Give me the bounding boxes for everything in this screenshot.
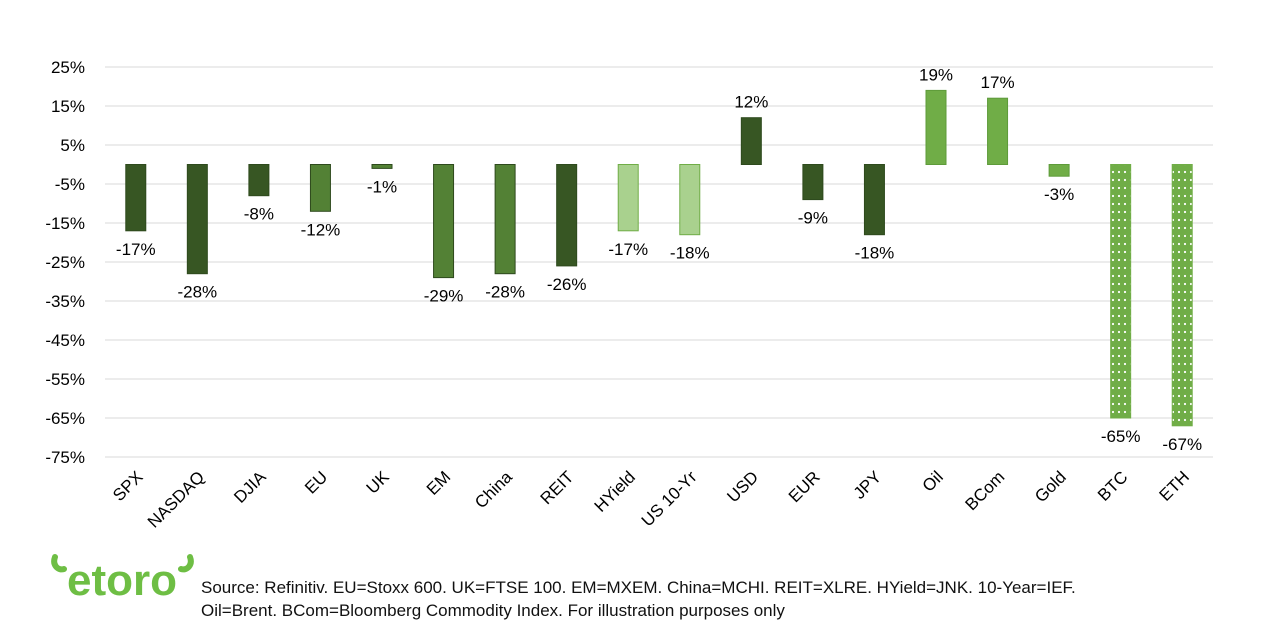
x-tick-label: ETH [1156, 467, 1193, 504]
bar-usd [740, 117, 762, 165]
x-tick-label: China [471, 467, 516, 512]
data-label: -8% [244, 205, 274, 224]
data-label: 17% [981, 73, 1015, 92]
data-label: -18% [855, 244, 895, 263]
bar-gold [1048, 164, 1070, 177]
y-tick-label: -45% [45, 331, 85, 350]
x-tick-label: EU [301, 467, 331, 497]
source-note: Source: Refinitiv. EU=Stoxx 600. UK=FTSE… [201, 576, 1271, 622]
data-label: -28% [485, 283, 525, 302]
x-tick-label: USD [723, 467, 762, 506]
y-tick-label: 25% [51, 58, 85, 77]
footer: etoro Source: Refinitiv. EU=Stoxx 600. U… [0, 545, 1277, 641]
y-axis-tick-labels: 25% 15% 5% -5% -15% -25% -35% -45% -55% -65% -75% [45, 58, 85, 467]
y-tick-label: -75% [45, 448, 85, 467]
x-tick-label: NASDAQ [144, 467, 208, 531]
etoro-logo: etoro [51, 554, 194, 605]
bar-hyield [617, 164, 639, 232]
data-label: -1% [367, 177, 397, 196]
data-label: -28% [177, 283, 217, 302]
bar-china [494, 164, 516, 275]
x-tick-label: Gold [1031, 467, 1070, 506]
data-labels: -17% -28% -8% -12% -1% -29% -28% -26% -17% -18% 12… [116, 65, 1202, 453]
data-label: -12% [301, 220, 341, 239]
x-tick-label: EUR [785, 467, 824, 506]
bar-eur [802, 164, 824, 201]
logo-wordmark: etoro [67, 556, 177, 605]
data-label: -17% [608, 240, 648, 259]
bar-eu [309, 164, 331, 212]
returns-bar-chart: 25%15%5%-5%-15%-25%-35%-45%-55%-65%-75% … [45, 58, 1213, 532]
data-label: -18% [670, 244, 710, 263]
bar-btc [1110, 164, 1132, 419]
y-tick-label: -65% [45, 409, 85, 428]
bar-us-10-yr [679, 164, 701, 236]
y-tick-label: -55% [45, 370, 85, 389]
bar-oil [925, 89, 947, 165]
bar-reit [556, 164, 578, 267]
data-label: -26% [547, 275, 587, 294]
x-tick-label: BCom [962, 467, 1009, 514]
bar-nasdaq [186, 164, 208, 275]
bar-djia [248, 164, 270, 197]
x-tick-label: JPY [850, 467, 885, 502]
x-tick-label: SPX [109, 467, 146, 504]
source-line-1: Source: Refinitiv. EU=Stoxx 600. UK=FTSE… [201, 578, 1076, 597]
x-tick-label: UK [363, 467, 394, 498]
bar-bcom [987, 97, 1009, 165]
bars [125, 89, 1193, 427]
y-tick-label: -35% [45, 292, 85, 311]
bar-eth [1171, 164, 1193, 427]
x-tick-label: EM [423, 467, 454, 498]
y-tick-label: 5% [60, 136, 85, 155]
gridlines [105, 66, 1213, 458]
y-tick-label: -15% [45, 214, 85, 233]
x-tick-label: US 10-Yr [638, 467, 701, 530]
y-tick-label: 15% [51, 97, 85, 116]
data-label: -29% [424, 287, 464, 306]
x-tick-label: Oil [919, 467, 947, 495]
source-line-2: Oil=Brent. BCom=Bloomberg Commodity Inde… [201, 601, 785, 620]
data-label: -67% [1162, 435, 1202, 454]
x-tick-label: BTC [1094, 467, 1131, 504]
x-tick-label: HYield [591, 467, 639, 515]
data-label: -3% [1044, 185, 1074, 204]
x-tick-label: DJIA [230, 467, 270, 507]
data-label: 12% [734, 93, 768, 112]
y-tick-label: -25% [45, 253, 85, 272]
bar-uk [371, 164, 393, 169]
data-label: 19% [919, 65, 953, 84]
data-label: -17% [116, 240, 156, 259]
data-label: -9% [798, 209, 828, 228]
bar-em [433, 164, 455, 279]
bar-spx [125, 164, 147, 232]
y-tick-label: -5% [55, 175, 85, 194]
x-tick-label: REIT [537, 467, 578, 508]
data-label: -65% [1101, 427, 1141, 446]
bar-jpy [863, 164, 885, 236]
